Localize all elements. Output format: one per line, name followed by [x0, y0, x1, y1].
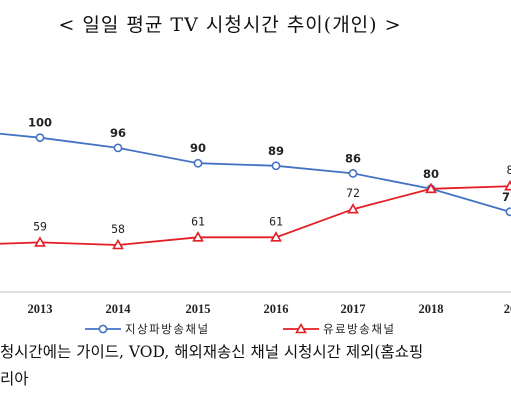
data-point — [347, 203, 359, 214]
data-label: 61 — [191, 214, 205, 228]
data-label: 71 — [502, 190, 511, 204]
data-label: 89 — [268, 144, 284, 158]
data-label: 8 — [507, 163, 511, 177]
x-tick-label: 2018 — [419, 302, 444, 316]
series-1: 100 96 90 89 86 80 71 — [0, 116, 511, 217]
x-tick-label: 2013 — [28, 302, 53, 316]
data-label: 58 — [111, 222, 125, 236]
x-tick-label: 2016 — [264, 302, 289, 316]
data-point — [113, 143, 123, 153]
legend-marker — [295, 322, 307, 334]
chart-title: < 일일 평균 TV 시청시간 추이(개인) > — [58, 14, 402, 36]
line-chart: 2013 2014 2015 2016 2017 2018 20 100 96 90 89 86 80… — [0, 116, 511, 336]
x-tick-label: 20 — [504, 302, 511, 316]
data-point — [34, 236, 46, 247]
data-point — [271, 161, 281, 171]
footnote-line-2: 리아 — [0, 370, 29, 388]
data-label: 59 — [33, 219, 47, 233]
data-point — [192, 231, 204, 242]
series-layer: 100 96 90 89 86 80 71 59 58 61 61 72 8 — [0, 116, 511, 250]
data-point — [112, 238, 124, 250]
data-point — [193, 158, 203, 168]
series-2: 59 58 61 61 72 8 — [0, 163, 511, 250]
x-tick-labels: 2013 2014 2015 2016 2017 2018 20 — [28, 302, 511, 316]
data-point — [504, 180, 511, 191]
footnote: 청시간에는 가이드, VOD, 해외재송신 채널 시청시간 제외(홈쇼핑 리아 — [0, 339, 511, 393]
data-label: 72 — [346, 186, 360, 200]
data-label: 96 — [110, 126, 126, 140]
data-point — [35, 133, 45, 143]
series-line — [0, 132, 511, 213]
legend-marker — [98, 324, 108, 334]
data-label: 61 — [269, 214, 283, 228]
legend-item: 유료방송채널 — [283, 322, 395, 336]
footnote-line-1: 청시간에는 가이드, VOD, 해외재송신 채널 시청시간 제외(홈쇼핑 — [0, 343, 424, 361]
legend-item: 지상파방송채널 — [85, 322, 210, 336]
x-tick-label: 2015 — [186, 302, 211, 316]
legend: 지상파방송채널 유료방송채널 — [85, 322, 395, 336]
data-label: 90 — [190, 141, 206, 155]
data-point — [425, 182, 437, 194]
x-tick-label: 2014 — [106, 302, 132, 316]
data-point — [270, 231, 282, 242]
data-point — [505, 207, 511, 217]
legend-label: 유료방송채널 — [323, 322, 395, 336]
data-point — [348, 169, 358, 178]
x-tick-label: 2017 — [341, 302, 366, 316]
series-line — [0, 185, 511, 246]
data-label: 80 — [423, 167, 439, 181]
legend-label: 지상파방송채널 — [125, 322, 210, 336]
data-label: 100 — [28, 116, 52, 130]
data-label: 86 — [345, 151, 361, 165]
